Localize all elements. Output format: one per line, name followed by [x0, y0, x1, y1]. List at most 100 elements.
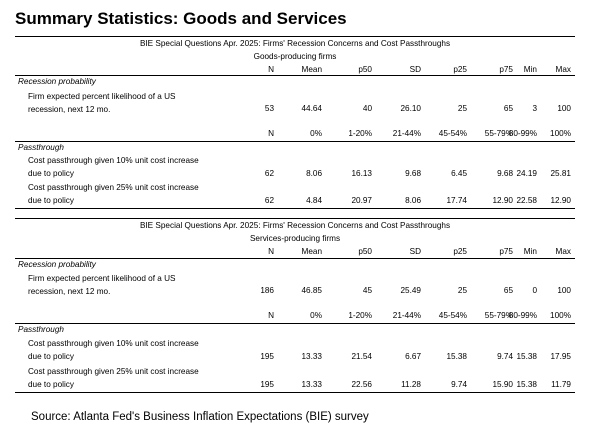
section-label-recession: Recession probability [18, 77, 96, 86]
table-header-subtitle: Services-producing firms [249, 234, 341, 243]
table-cell: 0% [310, 311, 322, 320]
table-cell: p25 [453, 65, 467, 74]
table-bottom-rule [15, 392, 575, 393]
table-cell: 25 [457, 104, 467, 113]
table-cell: 17.74 [446, 196, 468, 205]
section-label-passthrough: Passthrough [18, 143, 64, 152]
table-cell: 40 [362, 104, 372, 113]
table-cell: 195 [260, 380, 274, 389]
table-cell: 11.79 [551, 380, 571, 389]
table-cell: Mean [301, 65, 322, 74]
table-top-rule [15, 218, 575, 219]
table-cell: 9.68 [497, 169, 513, 178]
section-rule [15, 75, 575, 76]
table-cell: 62 [264, 196, 274, 205]
table-cell: 17.95 [550, 352, 572, 361]
table-cell: Max [555, 247, 571, 256]
table-cell: 62 [264, 169, 274, 178]
table-cell: 186 [260, 286, 274, 295]
table-cell: 25 [457, 286, 467, 295]
section-label-recession: Recession probability [18, 260, 96, 269]
table-cell: 53 [264, 104, 274, 113]
table-cell: 100 [557, 286, 571, 295]
table-cell: p50 [358, 65, 372, 74]
row-label-recession: Firm expected percent likelihood of a US… [28, 274, 176, 296]
table-cell: 45-54% [438, 311, 467, 320]
table-cell: 3 [532, 104, 537, 113]
section-label-passthrough: Passthrough [18, 325, 64, 334]
source-note: Source: Atlanta Fed's Business Inflation… [31, 411, 369, 423]
table-cell: 21-44% [392, 311, 421, 320]
table-cell: 6.67 [405, 352, 421, 361]
table-cell: SD [409, 65, 421, 74]
table-cell: p75 [499, 247, 513, 256]
table-cell: 0% [310, 129, 322, 138]
table-cell: 80-99% [508, 129, 537, 138]
table-cell: 13.33 [301, 352, 323, 361]
table-cell: 0 [532, 286, 537, 295]
table-cell: p50 [358, 247, 372, 256]
table-cell: 15.38 [516, 352, 538, 361]
row-label-pass10: Cost passthrough given 10% unit cost inc… [28, 339, 199, 361]
table-cell: 1-20% [348, 129, 372, 138]
table-cell: 8.06 [405, 196, 421, 205]
table-cell: 4.84 [306, 196, 322, 205]
table-cell: 22.56 [351, 380, 373, 389]
table-bottom-rule [15, 208, 575, 209]
goods-table: BIE Special Questions Apr. 2025: Firms' … [15, 36, 575, 210]
table-cell: 26.10 [400, 104, 422, 113]
table-cell: 6.45 [451, 169, 467, 178]
table-cell: 65 [503, 286, 513, 295]
table-cell: Max [555, 65, 571, 74]
table-cell: 9.74 [497, 352, 513, 361]
table-cell: 25.81 [550, 169, 572, 178]
table-cell: 80-99% [508, 311, 537, 320]
table-cell: 22.58 [516, 196, 538, 205]
table-cell: 20.97 [351, 196, 373, 205]
row-label-pass10: Cost passthrough given 10% unit cost inc… [28, 156, 199, 178]
row-label-pass25: Cost passthrough given 25% unit cost inc… [28, 367, 199, 389]
table-cell: 15.90 [492, 380, 514, 389]
table-cell: 25.49 [400, 286, 422, 295]
table-cell: 21-44% [392, 129, 421, 138]
table-header-subtitle: Goods-producing firms [253, 52, 337, 61]
table-top-rule [15, 36, 575, 37]
table-cell: 12.90 [550, 196, 572, 205]
table-cell: 11.28 [401, 380, 421, 389]
table-cell: 15.38 [516, 380, 538, 389]
table-cell: Mean [301, 247, 322, 256]
table-cell: Min [523, 247, 537, 256]
table-cell: p75 [499, 65, 513, 74]
table-cell: 100% [550, 129, 571, 138]
table-cell: 8.06 [306, 169, 322, 178]
table-cell: 100% [550, 311, 571, 320]
table-cell: 195 [260, 352, 274, 361]
table-cell: 13.33 [301, 380, 323, 389]
table-cell: 100 [557, 104, 571, 113]
table-cell: SD [409, 247, 421, 256]
table-cell: 24.19 [516, 169, 538, 178]
table-cell: 55-79% [484, 129, 513, 138]
table-cell: 55-79% [484, 311, 513, 320]
table-cell: 21.54 [351, 352, 373, 361]
row-label-pass25: Cost passthrough given 25% unit cost inc… [28, 183, 199, 205]
table-cell: N [268, 247, 274, 256]
table-cell: Min [523, 65, 537, 74]
table-cell: 46.85 [301, 286, 323, 295]
table-cell: 45 [362, 286, 372, 295]
table-header-title: BIE Special Questions Apr. 2025: Firms' … [139, 221, 451, 230]
table-cell: 9.68 [405, 169, 421, 178]
table-cell: N [268, 65, 274, 74]
table-cell: 9.74 [451, 380, 467, 389]
table-cell: p25 [453, 247, 467, 256]
services-table: BIE Special Questions Apr. 2025: Firms' … [15, 218, 575, 394]
table-cell: N [268, 129, 274, 138]
section-rule [15, 258, 575, 259]
table-cell: N [268, 311, 274, 320]
table-cell: 1-20% [348, 311, 372, 320]
table-cell: 15.38 [446, 352, 468, 361]
section-rule [15, 323, 575, 324]
row-label-recession: Firm expected percent likelihood of a US… [28, 92, 176, 114]
section-rule [15, 141, 575, 142]
table-cell: 44.64 [301, 104, 323, 113]
